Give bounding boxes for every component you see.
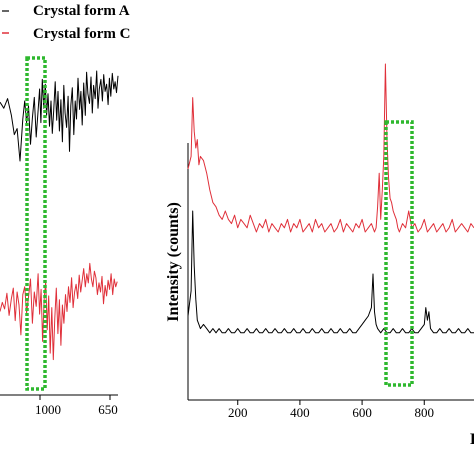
- left-tick-label-650: 650: [98, 402, 118, 417]
- right-highlight-box: [384, 120, 414, 387]
- right-tick-label-200: 200: [228, 405, 248, 420]
- right-series-form-c: [187, 63, 474, 233]
- right-series-form-a: [187, 210, 474, 334]
- left-highlight-box: [25, 56, 47, 391]
- right-tick-label-400: 400: [290, 405, 310, 420]
- legend: Crystal form A Crystal form C: [2, 3, 130, 42]
- right-series-group: [187, 63, 474, 334]
- left-series-form-a: [0, 70, 119, 162]
- right-panel: Intensity (counts) 200 400 600 800 R: [165, 63, 474, 448]
- right-x-axis-label-fragment: R: [470, 431, 474, 448]
- left-panel: 1000 650: [0, 56, 119, 417]
- right-tick-label-800: 800: [415, 405, 435, 420]
- left-series-form-c: [0, 262, 118, 361]
- right-tick-label-600: 600: [352, 405, 372, 420]
- left-tick-label-1000: 1000: [35, 402, 61, 417]
- right-tick-group: 200 400 600 800: [228, 400, 434, 420]
- legend-label-form-c: Crystal form C: [33, 26, 130, 42]
- legend-label-form-a: Crystal form A: [33, 3, 130, 19]
- left-series-group: [0, 70, 119, 361]
- right-y-axis-label: Intensity (counts): [165, 202, 182, 322]
